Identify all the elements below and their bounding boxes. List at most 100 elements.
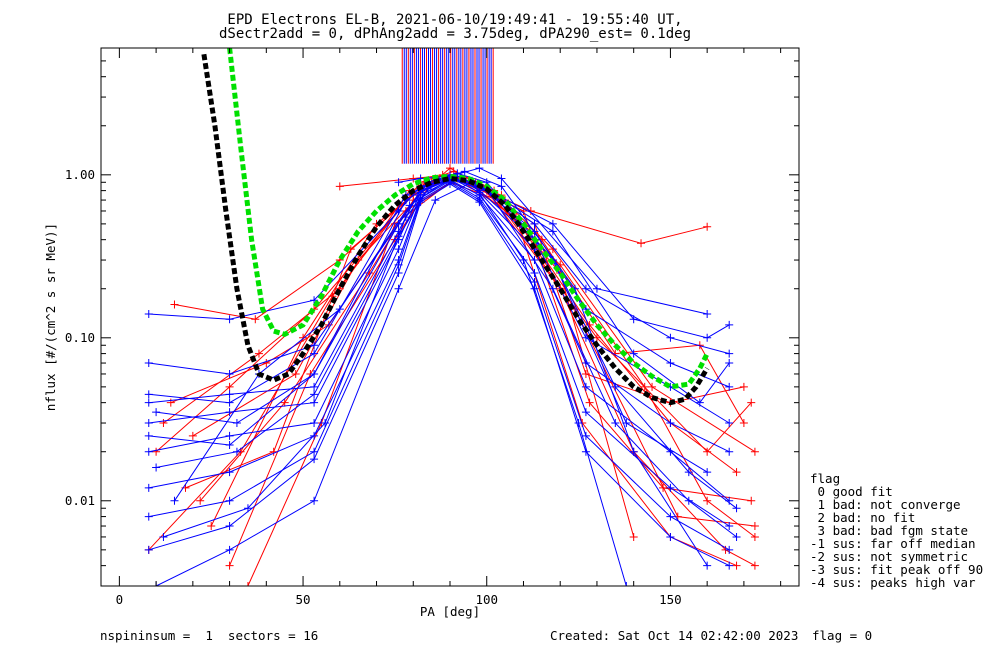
series-line-blue bbox=[156, 175, 737, 538]
data-point-marker bbox=[747, 398, 756, 407]
data-point-marker bbox=[310, 447, 319, 456]
data-point-marker bbox=[291, 369, 300, 378]
data-point-marker bbox=[622, 419, 631, 428]
data-point-marker bbox=[310, 369, 319, 378]
x-tick-label: 50 bbox=[296, 592, 311, 607]
data-point-marker bbox=[666, 532, 675, 541]
data-point-marker bbox=[581, 408, 590, 417]
data-point-marker bbox=[725, 419, 734, 428]
y-tick-label: 0.10 bbox=[65, 330, 95, 345]
data-point-marker bbox=[750, 532, 759, 541]
data-point-marker bbox=[310, 341, 319, 350]
data-point-marker bbox=[144, 359, 153, 368]
data-point-marker bbox=[225, 408, 234, 417]
data-point-marker bbox=[725, 522, 734, 531]
data-point-marker bbox=[225, 315, 234, 324]
data-point-marker bbox=[310, 382, 319, 391]
data-point-marker bbox=[695, 398, 704, 407]
data-point-marker bbox=[251, 315, 260, 324]
data-point-marker bbox=[684, 468, 693, 477]
data-point-marker bbox=[310, 296, 319, 305]
data-point-marker bbox=[144, 512, 153, 521]
series-line-blue bbox=[148, 177, 730, 355]
data-point-marker bbox=[739, 419, 748, 428]
data-point-marker bbox=[548, 284, 557, 293]
footer-flag-value: flag = 0 bbox=[812, 628, 872, 643]
data-point-marker bbox=[225, 369, 234, 378]
data-point-marker bbox=[530, 268, 539, 277]
data-point-marker bbox=[335, 182, 344, 191]
footer-created-timestamp: Created: Sat Oct 14 02:42:00 2023 bbox=[550, 628, 798, 643]
data-point-marker bbox=[144, 545, 153, 554]
data-point-marker bbox=[144, 398, 153, 407]
flag-legend-item: 3 bad: bad fgm state bbox=[810, 523, 968, 538]
data-point-marker bbox=[446, 164, 454, 173]
flag-legend-item: -3 sus: fit peak off 90 bbox=[810, 562, 983, 577]
data-point-marker bbox=[666, 333, 675, 342]
data-point-marker bbox=[497, 182, 506, 191]
data-point-marker bbox=[574, 419, 583, 428]
data-point-marker bbox=[159, 419, 168, 428]
data-point-marker bbox=[401, 213, 410, 222]
footer-sectors-info: nspininsum = 1 sectors = 16 bbox=[100, 628, 318, 643]
data-point-marker bbox=[732, 532, 741, 541]
series-line-blue bbox=[148, 180, 730, 527]
data-point-marker bbox=[725, 545, 734, 554]
data-point-marker bbox=[232, 419, 241, 428]
chart-title-line2: dSectr2add = 0, dPhAng2add = 3.75deg, dP… bbox=[219, 26, 691, 42]
data-point-marker bbox=[310, 398, 319, 407]
data-point-marker bbox=[310, 431, 319, 440]
series-line-blue bbox=[148, 177, 730, 446]
x-axis-label: PA [deg] bbox=[420, 604, 480, 619]
flag-legend-title: flag bbox=[810, 471, 840, 486]
data-point-marker bbox=[581, 284, 590, 293]
series-line-blue bbox=[148, 179, 730, 502]
green-fit-curve bbox=[227, 48, 710, 390]
data-point-marker bbox=[629, 447, 638, 456]
data-point-marker bbox=[243, 504, 252, 513]
data-point-marker bbox=[310, 390, 319, 399]
data-point-marker bbox=[725, 447, 734, 456]
data-point-marker bbox=[581, 431, 590, 440]
data-point-marker bbox=[310, 349, 319, 358]
y-tick-label: 1.00 bbox=[65, 167, 95, 182]
flag-legend-item: -1 sus: far off median bbox=[810, 536, 976, 551]
data-point-marker bbox=[739, 382, 748, 391]
x-axis: 0 50 100 150 bbox=[116, 48, 782, 607]
data-point-marker bbox=[405, 201, 414, 210]
flag-legend-item: 2 bad: no fit bbox=[810, 510, 915, 525]
data-point-marker bbox=[732, 468, 741, 477]
data-point-marker bbox=[703, 333, 712, 342]
data-point-marker bbox=[703, 309, 712, 318]
data-point-marker bbox=[666, 419, 675, 428]
data-point-marker bbox=[637, 239, 646, 248]
data-point-marker bbox=[703, 447, 712, 456]
data-point-marker bbox=[629, 532, 638, 541]
data-point-marker bbox=[394, 284, 403, 293]
data-point-marker bbox=[666, 512, 675, 521]
data-point-marker bbox=[732, 504, 741, 513]
data-point-marker bbox=[530, 219, 539, 228]
vertical-lines-group bbox=[401, 48, 494, 164]
data-point-marker bbox=[310, 419, 319, 428]
data-point-marker bbox=[225, 398, 234, 407]
flag-legend-item: -2 sus: not symmetric bbox=[810, 549, 968, 564]
data-point-marker bbox=[725, 349, 734, 358]
data-point-marker bbox=[475, 164, 484, 173]
data-point-marker bbox=[585, 398, 594, 407]
series-line-blue bbox=[148, 183, 730, 567]
data-point-marker bbox=[530, 256, 539, 265]
data-point-marker bbox=[394, 245, 403, 254]
chart-title-line1: EPD Electrons EL-B, 2021-06-10/19:49:41 … bbox=[227, 12, 682, 28]
data-point-marker bbox=[666, 483, 675, 492]
data-point-marker bbox=[225, 390, 234, 399]
data-point-marker bbox=[225, 440, 234, 449]
y-axis-label: nflux [#/(cm^2 s sr MeV)] bbox=[43, 223, 58, 411]
data-point-marker bbox=[750, 522, 759, 531]
data-point-marker bbox=[548, 227, 557, 236]
data-point-marker bbox=[225, 561, 234, 570]
series-line-red bbox=[192, 174, 756, 453]
data-point-marker bbox=[144, 419, 153, 428]
